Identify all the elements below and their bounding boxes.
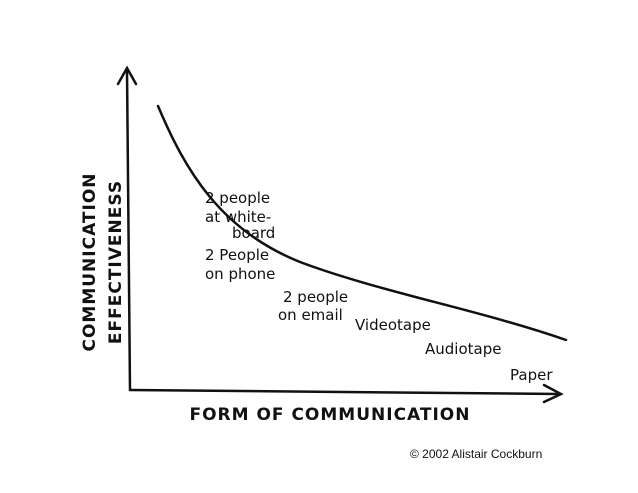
x-axis-label: FORM OF COMMUNICATION	[189, 405, 470, 425]
node-label: on phone	[205, 265, 275, 283]
credit: © 2002 Alistair Cockburn	[410, 447, 542, 461]
y-axis	[125, 68, 132, 392]
effectiveness-curve	[156, 104, 568, 342]
node-label: Videotape	[355, 316, 431, 334]
node-label: board	[232, 224, 275, 242]
y-axis-label: COMMUNICATION	[80, 172, 100, 351]
x-arrow	[542, 383, 564, 404]
y-arrow	[116, 65, 138, 86]
x-axis	[128, 388, 562, 396]
node-label: 2 people	[205, 189, 270, 207]
node-label: Audiotape	[425, 340, 501, 358]
node-label: Paper	[510, 366, 553, 384]
axes-lines	[116, 65, 568, 404]
node-label: 2 people	[283, 288, 348, 306]
node-label: 2 People	[205, 246, 269, 264]
node-label: at white-	[205, 208, 271, 226]
node-label: on email	[278, 306, 343, 324]
y-label-group: COMMUNICATION EFFECTIVENESS	[80, 172, 126, 351]
y-axis-label: EFFECTIVENESS	[106, 180, 126, 344]
